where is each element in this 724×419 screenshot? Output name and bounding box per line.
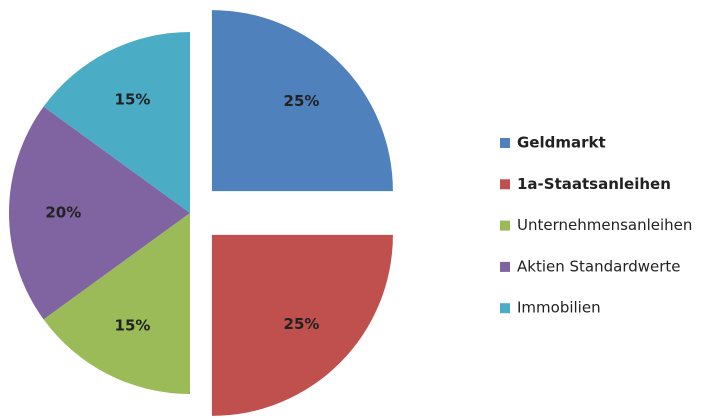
legend-label: 1a-Staatsanleihen bbox=[517, 175, 671, 193]
pie-slice bbox=[43, 32, 190, 213]
value-label: 20% bbox=[45, 204, 81, 222]
value-label: 15% bbox=[115, 316, 151, 334]
legend-swatch bbox=[500, 179, 510, 190]
value-label: 15% bbox=[115, 91, 151, 109]
legend-label: Aktien Standardwerte bbox=[517, 257, 681, 275]
legend-swatch bbox=[500, 138, 510, 148]
legend-label: Geldmarkt bbox=[517, 134, 606, 152]
value-label: 25% bbox=[284, 315, 320, 333]
legend-label: Immobilien bbox=[517, 299, 601, 317]
legend-swatch bbox=[500, 220, 510, 231]
legend-swatch bbox=[500, 303, 510, 314]
pie-slice bbox=[211, 234, 393, 416]
legend-swatch bbox=[500, 261, 510, 272]
legend-label: Unternehmensanleihen bbox=[517, 216, 692, 234]
pie-slice bbox=[211, 10, 393, 192]
pie-slice bbox=[8, 106, 190, 320]
value-label: 25% bbox=[284, 92, 320, 110]
pie-slice bbox=[43, 213, 190, 394]
